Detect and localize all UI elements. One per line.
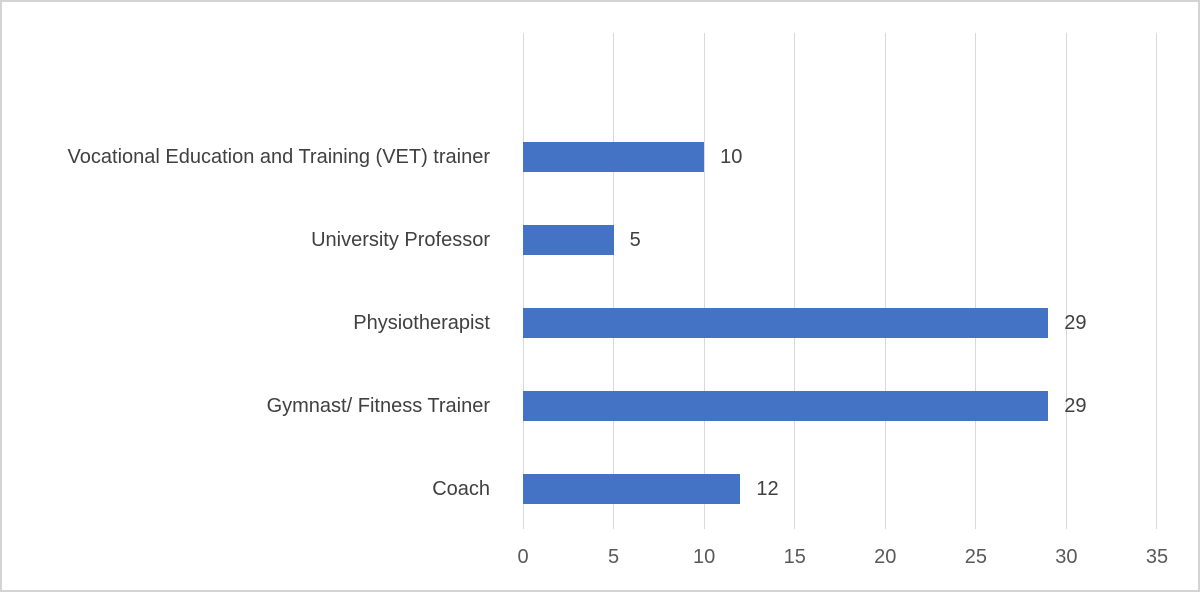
- gridline: [1156, 33, 1158, 529]
- x-tick-label: 15: [783, 546, 806, 568]
- category-label: Gymnast/ Fitness Trainer: [266, 394, 490, 417]
- value-label: 12: [756, 477, 779, 500]
- gridline: [522, 33, 524, 529]
- gridline: [794, 33, 796, 529]
- value-label: 10: [720, 146, 743, 169]
- x-tick-label: 0: [517, 546, 529, 568]
- category-label: Vocational Education and Training (VET) …: [67, 146, 490, 169]
- category-label: Coach: [432, 477, 490, 500]
- bar: [523, 307, 1049, 338]
- value-label: 5: [629, 229, 641, 252]
- gridline: [884, 33, 886, 529]
- gridline: [1065, 33, 1067, 529]
- value-label: 29: [1064, 311, 1087, 334]
- x-tick-label: 25: [964, 546, 987, 568]
- bar: [523, 142, 705, 173]
- bar: [523, 390, 1049, 421]
- gridline: [703, 33, 705, 529]
- category-label: Physiotherapist: [353, 311, 490, 334]
- gridline: [975, 33, 977, 529]
- x-tick-label: 35: [1145, 546, 1169, 568]
- x-tick-label: 5: [608, 546, 620, 568]
- value-label: 29: [1064, 394, 1087, 417]
- x-tick-label: 10: [693, 546, 716, 568]
- category-label: University Professor: [311, 229, 490, 252]
- bar: [523, 473, 741, 504]
- bar: [523, 225, 614, 256]
- gridline: [613, 33, 615, 529]
- x-tick-label: 30: [1055, 546, 1078, 568]
- x-tick-label: 20: [874, 546, 897, 568]
